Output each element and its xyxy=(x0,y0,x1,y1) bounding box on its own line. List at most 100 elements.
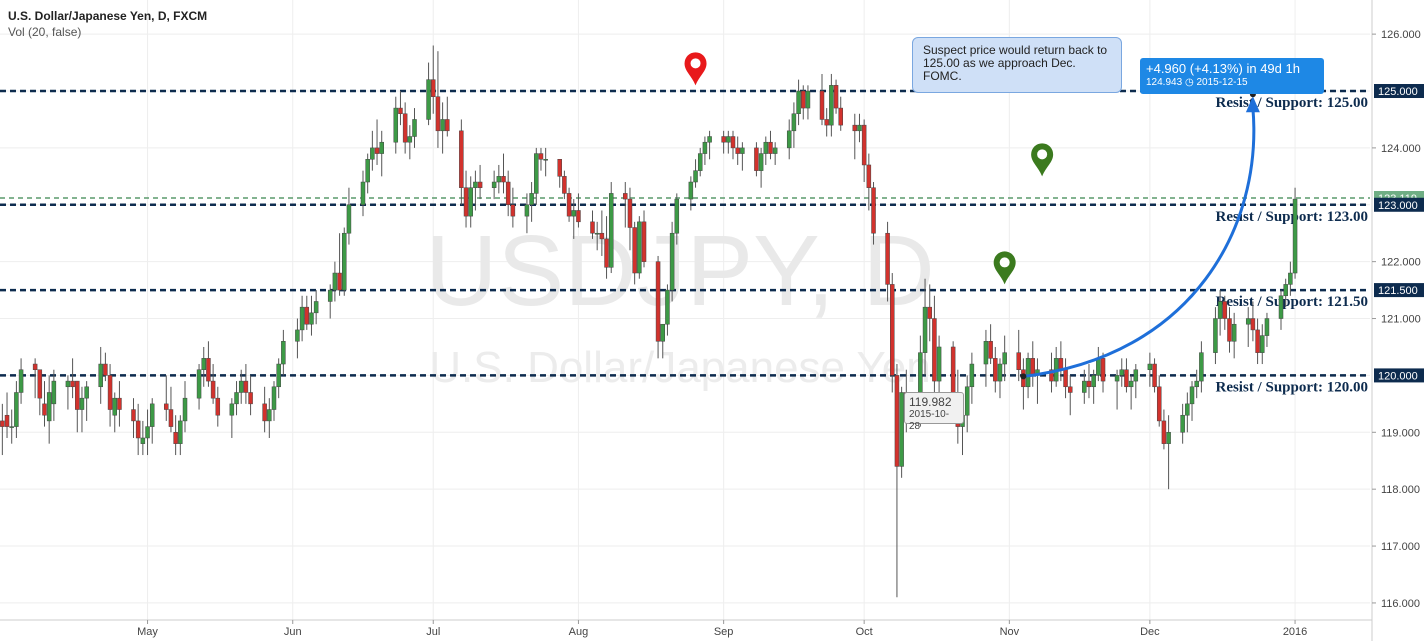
candle-body xyxy=(885,232,890,285)
candle-body xyxy=(178,420,183,444)
candle-body xyxy=(51,380,57,405)
candle-body xyxy=(1199,352,1204,382)
candle xyxy=(894,364,900,598)
candle-body xyxy=(14,392,19,427)
candle xyxy=(576,193,581,228)
candle xyxy=(861,119,867,183)
candle xyxy=(14,381,19,438)
candle-body xyxy=(1086,380,1092,388)
candle-body xyxy=(1156,386,1162,422)
candle-body xyxy=(627,198,633,228)
x-tick-label: May xyxy=(137,626,158,638)
candle xyxy=(1278,290,1284,330)
candle-body xyxy=(84,386,89,399)
candle-body xyxy=(196,369,202,399)
candle xyxy=(983,329,989,387)
candle xyxy=(1119,358,1125,387)
candle-body xyxy=(1260,335,1265,353)
candle-body xyxy=(346,204,352,234)
tooltip-value: 119.982 xyxy=(909,395,952,409)
candle-body xyxy=(164,403,169,410)
candle xyxy=(327,284,333,319)
candle xyxy=(182,381,188,433)
candle xyxy=(543,147,548,177)
candle-body xyxy=(1058,358,1064,370)
candle xyxy=(655,255,661,359)
candle-body xyxy=(445,119,450,132)
candle xyxy=(46,375,52,444)
candle-body xyxy=(1245,318,1251,325)
candle-body xyxy=(131,409,136,422)
candle-body xyxy=(248,392,253,405)
candle xyxy=(641,210,647,268)
y-tick-label: 118.000 xyxy=(1381,484,1420,496)
candle-body xyxy=(730,136,736,149)
candle xyxy=(857,113,862,143)
candle xyxy=(1100,352,1106,393)
candle xyxy=(374,119,380,165)
candle-body xyxy=(234,392,239,405)
candle xyxy=(665,284,670,336)
callout-note[interactable]: Suspect price would return back to 125.0… xyxy=(912,37,1122,93)
candle xyxy=(468,176,473,228)
candle xyxy=(505,170,511,217)
candle xyxy=(398,91,403,126)
candle-body xyxy=(243,380,249,393)
candle xyxy=(623,182,628,228)
candle xyxy=(0,403,5,456)
candle-body xyxy=(534,153,539,194)
candle-body xyxy=(37,369,43,399)
candle xyxy=(1030,341,1036,387)
candle xyxy=(178,415,183,456)
candle xyxy=(1156,375,1162,427)
x-tick-label: Sep xyxy=(714,626,734,638)
candle-body xyxy=(1063,369,1068,388)
candle-body xyxy=(510,204,516,217)
measure-label[interactable]: +4.960 (+4.13%) in 49d 1h 124.943 ◷ 2015… xyxy=(1140,58,1324,94)
candle xyxy=(1189,381,1195,421)
candle-body xyxy=(149,403,155,427)
candle xyxy=(477,164,483,200)
candle-body xyxy=(562,176,567,194)
candle-body xyxy=(342,232,347,291)
candle xyxy=(805,85,811,120)
candle xyxy=(107,364,113,427)
price-tag-bg xyxy=(1374,84,1424,99)
candle-body xyxy=(430,79,436,97)
candle-body xyxy=(337,272,342,291)
candle-body xyxy=(1278,295,1284,319)
candle-body xyxy=(890,284,895,376)
candle xyxy=(1255,318,1260,365)
volume-indicator-label[interactable]: Vol (20, false) xyxy=(8,25,82,39)
candle-body xyxy=(566,193,572,217)
candle-body xyxy=(304,306,310,325)
candle xyxy=(1166,415,1171,490)
candle xyxy=(360,170,366,217)
candle xyxy=(342,227,347,296)
price-tag: 121.500 xyxy=(1374,283,1424,298)
tooltip-date: 2015-10-28 xyxy=(909,409,950,432)
candle xyxy=(702,136,708,165)
candle xyxy=(304,295,310,330)
candle-body xyxy=(693,170,698,183)
candle-body xyxy=(571,210,577,217)
candle xyxy=(1091,369,1096,404)
measure-target-value: 124.943 xyxy=(1146,77,1183,88)
candle xyxy=(754,142,759,177)
candle-body xyxy=(833,85,839,109)
candle xyxy=(599,210,605,256)
level-label: Resist / Support: 123.00 xyxy=(1215,209,1368,225)
candle xyxy=(426,62,431,126)
candle-body xyxy=(950,346,956,399)
candle-body xyxy=(861,124,867,166)
candle xyxy=(491,170,497,200)
candle xyxy=(1185,392,1190,433)
candle xyxy=(370,130,375,171)
candle xyxy=(402,102,408,154)
candle-body xyxy=(117,397,122,410)
candle xyxy=(838,96,843,131)
projection-start-dot xyxy=(1020,373,1027,380)
candle xyxy=(819,73,825,126)
candle-body xyxy=(173,432,178,444)
